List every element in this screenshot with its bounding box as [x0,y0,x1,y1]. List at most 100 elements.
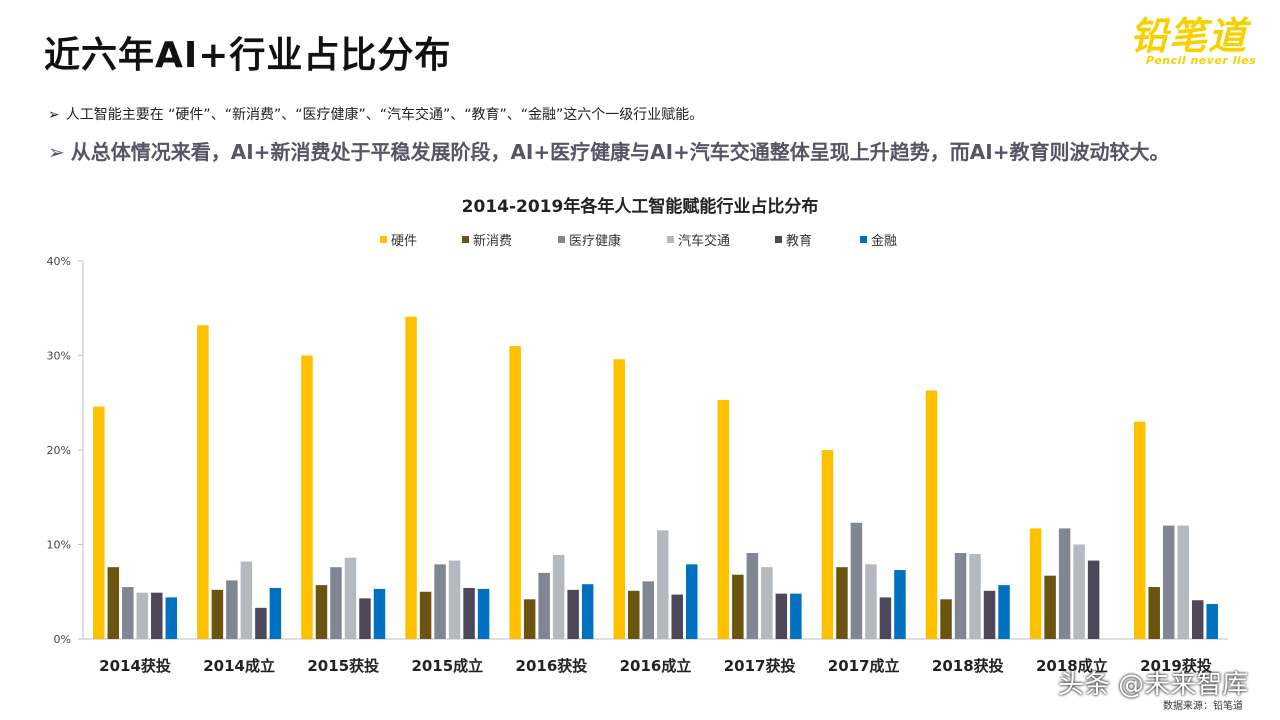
x-tick-label: 2018获投 [932,657,1004,675]
page-title: 近六年AI+行业占比分布 [44,35,452,76]
bar-硬件 [613,359,625,639]
bar-医疗健康 [122,587,134,639]
bar-医疗健康 [746,553,759,639]
bar-教育 [255,607,267,639]
legend-swatch [667,236,674,243]
bar-硬件 [93,406,105,639]
bar-金融 [269,587,282,639]
bar-医疗健康 [330,567,342,639]
bar-教育 [671,594,683,639]
bar-教育 [463,587,475,639]
bar-新消费 [732,574,744,639]
bar-硬件 [509,346,521,639]
legend-label: 医疗健康 [569,233,621,249]
bar-医疗健康 [642,581,654,639]
bar-硬件 [1029,528,1042,639]
legend-swatch [380,236,387,243]
brand-logo: 铅笔道 Pencil never lies [1128,14,1274,70]
chart-bars: 2014获投 2014成立 2015获投 2015成立 2016获投 2016成立 2017… [93,316,1218,675]
bar-新消费 [1148,587,1160,639]
x-tick-label: 2017获投 [724,657,796,675]
bar-汽车交通 [1177,525,1189,639]
bar-新消费 [628,590,640,639]
bar-教育 [1191,600,1204,639]
bar-新消费 [1044,575,1056,639]
legend-swatch [860,236,867,243]
bar-医疗健康 [1058,528,1071,639]
x-tick-label: 2016成立 [620,657,692,675]
bar-硬件 [301,355,313,639]
bar-硬件 [925,390,938,639]
bar-硬件 [197,325,209,639]
bar-新消费 [107,567,120,639]
chart-legend: 硬件 新消费 医疗健康 汽车交通 教育 金融 [380,233,897,249]
bullet-text-1: 人工智能主要在 “硬件”、“新消费”、“医疗健康”、“汽车交通”、“教育”、“金… [65,107,704,123]
data-source-note: 数据来源：铅笔道 [1163,701,1243,712]
y-tick-label: 10% [47,539,71,552]
y-tick-label: 30% [47,350,71,363]
bar-金融 [1206,604,1218,639]
bar-汽车交通 [448,560,461,639]
legend-swatch [558,236,565,243]
legend-label: 汽车交通 [678,233,730,249]
bar-教育 [983,590,996,639]
x-tick-label: 2017成立 [828,657,900,675]
x-tick-label: 2016获投 [516,657,588,675]
bar-教育 [775,593,788,639]
bullet-arrow-icon: ➢ [48,107,60,123]
legend-swatch [462,236,469,243]
bar-汽车交通 [344,557,357,639]
bar-医疗健康 [1162,525,1175,639]
bar-硬件 [405,316,417,639]
bullet-text-2: 从总体情况来看，AI+新消费处于平稳发展阶段，AI+医疗健康与AI+汽车交通整体… [70,140,1170,164]
y-tick-label: 40% [47,255,71,268]
bar-新消费 [211,589,224,639]
bar-教育 [151,592,163,639]
y-tick-label: 0% [54,633,71,646]
bar-教育 [567,589,579,639]
bar-金融 [686,564,698,639]
bar-金融 [894,570,906,639]
bar-新消费 [836,567,848,639]
bar-教育 [879,597,892,639]
bar-金融 [790,593,802,639]
logo-subtext: Pencil never lies [1146,54,1257,67]
bar-硬件 [717,399,730,639]
bar-硬件 [1133,421,1146,639]
x-tick-label: 2014成立 [203,657,275,675]
x-tick-label: 2015成立 [411,657,483,675]
bar-硬件 [821,450,834,639]
bar-医疗健康 [850,522,863,639]
bar-新消费 [419,591,432,639]
bar-汽车交通 [240,561,253,639]
legend-label: 金融 [871,233,897,249]
bullet-point-1: ➢ 人工智能主要在 “硬件”、“新消费”、“医疗健康”、“汽车交通”、“教育”、“… [48,104,703,124]
legend-label: 硬件 [391,234,417,249]
bar-医疗健康 [538,572,550,639]
bar-教育 [359,598,371,639]
x-tick-label: 2015获投 [307,657,379,675]
x-tick-label: 2018成立 [1036,657,1108,675]
bar-汽车交通 [969,553,981,639]
legend-label: 教育 [786,233,812,249]
bullet-point-2: ➢ 从总体情况来看，AI+新消费处于平稳发展阶段，AI+医疗健康与AI+汽车交通整… [48,136,1169,165]
bar-金融 [581,584,594,639]
x-tick-label: 2014获投 [99,657,171,675]
bar-医疗健康 [434,564,446,639]
legend-label: 新消费 [473,233,512,249]
bar-医疗健康 [954,553,967,639]
bar-汽车交通 [552,554,565,639]
y-tick-label: 20% [47,444,71,457]
bar-汽车交通 [136,592,149,639]
bar-汽车交通 [865,564,877,639]
legend-swatch [775,236,782,243]
bar-汽车交通 [761,567,773,639]
x-tick-label: 2019获投 [1140,657,1212,675]
chart-title: 2014-2019年各年人工智能赋能行业占比分布 [462,196,819,217]
bar-金融 [373,588,386,639]
bar-新消费 [315,585,328,639]
bar-金融 [998,585,1010,639]
bar-汽车交通 [1073,544,1085,639]
bar-汽车交通 [657,530,669,639]
